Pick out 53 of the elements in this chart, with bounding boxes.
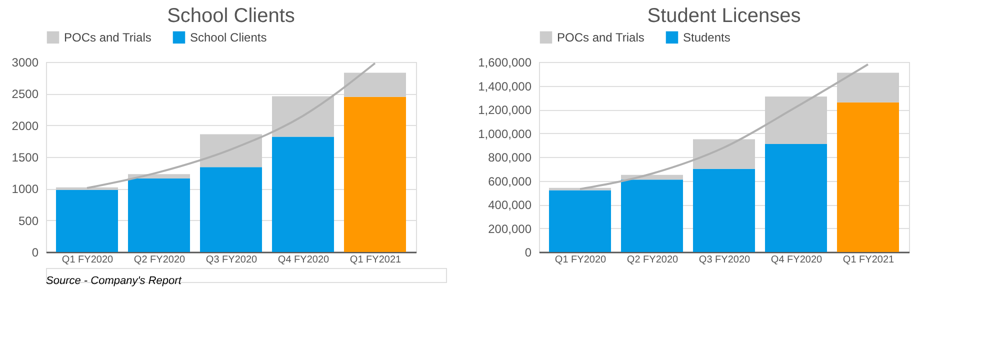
bar [549, 188, 611, 190]
line-series [86, 62, 376, 190]
x-tick-label: Q4 FY2020 [278, 254, 330, 266]
bar [549, 190, 611, 252]
y-tick-label: 1,400,000 [478, 79, 532, 94]
y-tick-label: 3000 [12, 56, 39, 70]
legend-label: School Clients [190, 30, 267, 44]
y-tick-label: 1,600,000 [478, 56, 532, 70]
x-tick-label: Q2 FY2020 [626, 254, 679, 266]
bar [837, 72, 899, 102]
y-tick-label: 500 [18, 214, 39, 228]
bar [56, 190, 118, 252]
x-tick-label: Q2 FY2020 [134, 254, 186, 266]
x-tick-label: Q1 FY2020 [62, 254, 114, 266]
line-series [579, 63, 869, 190]
x-tick-label: Q3 FY2020 [698, 254, 751, 266]
x-tick-label: Q1 FY2021 [842, 254, 895, 266]
y-tick-label: 200,000 [488, 222, 532, 236]
legend-label: POCs and Trials [64, 30, 152, 44]
bar [344, 96, 406, 252]
bar [765, 144, 827, 252]
bar [272, 96, 334, 137]
y-tick-label: 1,200,000 [478, 103, 532, 117]
bar [765, 96, 827, 144]
bar [200, 167, 262, 252]
y-tick-label: 800,000 [488, 150, 532, 164]
x-tick-label: Q1 FY2020 [554, 254, 607, 266]
y-tick-label: 1500 [12, 150, 39, 164]
y-tick-label: 0 [32, 246, 39, 260]
bar [56, 187, 118, 190]
y-tick-label: 600,000 [488, 174, 532, 188]
bar [344, 72, 406, 97]
source-note: Source - Company's Report [46, 275, 182, 287]
y-tick-label: 400,000 [488, 198, 532, 212]
bar [693, 168, 755, 252]
bar [272, 136, 334, 252]
bar [200, 134, 262, 168]
bar [128, 178, 190, 252]
x-tick-label: Q3 FY2020 [206, 254, 258, 266]
x-tick-label: Q4 FY2020 [770, 254, 823, 266]
legend-label: Students [683, 30, 730, 44]
y-tick-label: 2500 [12, 87, 39, 102]
x-tick-label: Q1 FY2021 [350, 254, 402, 266]
bar [837, 102, 899, 252]
y-tick-label: 0 [524, 246, 532, 260]
bar [693, 139, 755, 169]
chart-title: School Clients [167, 5, 295, 27]
y-tick-label: 1,000,000 [478, 126, 532, 141]
bar [621, 180, 683, 252]
legend-label: POCs and Trials [557, 30, 644, 44]
y-tick-label: 1000 [12, 182, 39, 196]
y-tick-label: 2000 [12, 118, 39, 133]
chart-title: Student Licenses [647, 5, 801, 27]
